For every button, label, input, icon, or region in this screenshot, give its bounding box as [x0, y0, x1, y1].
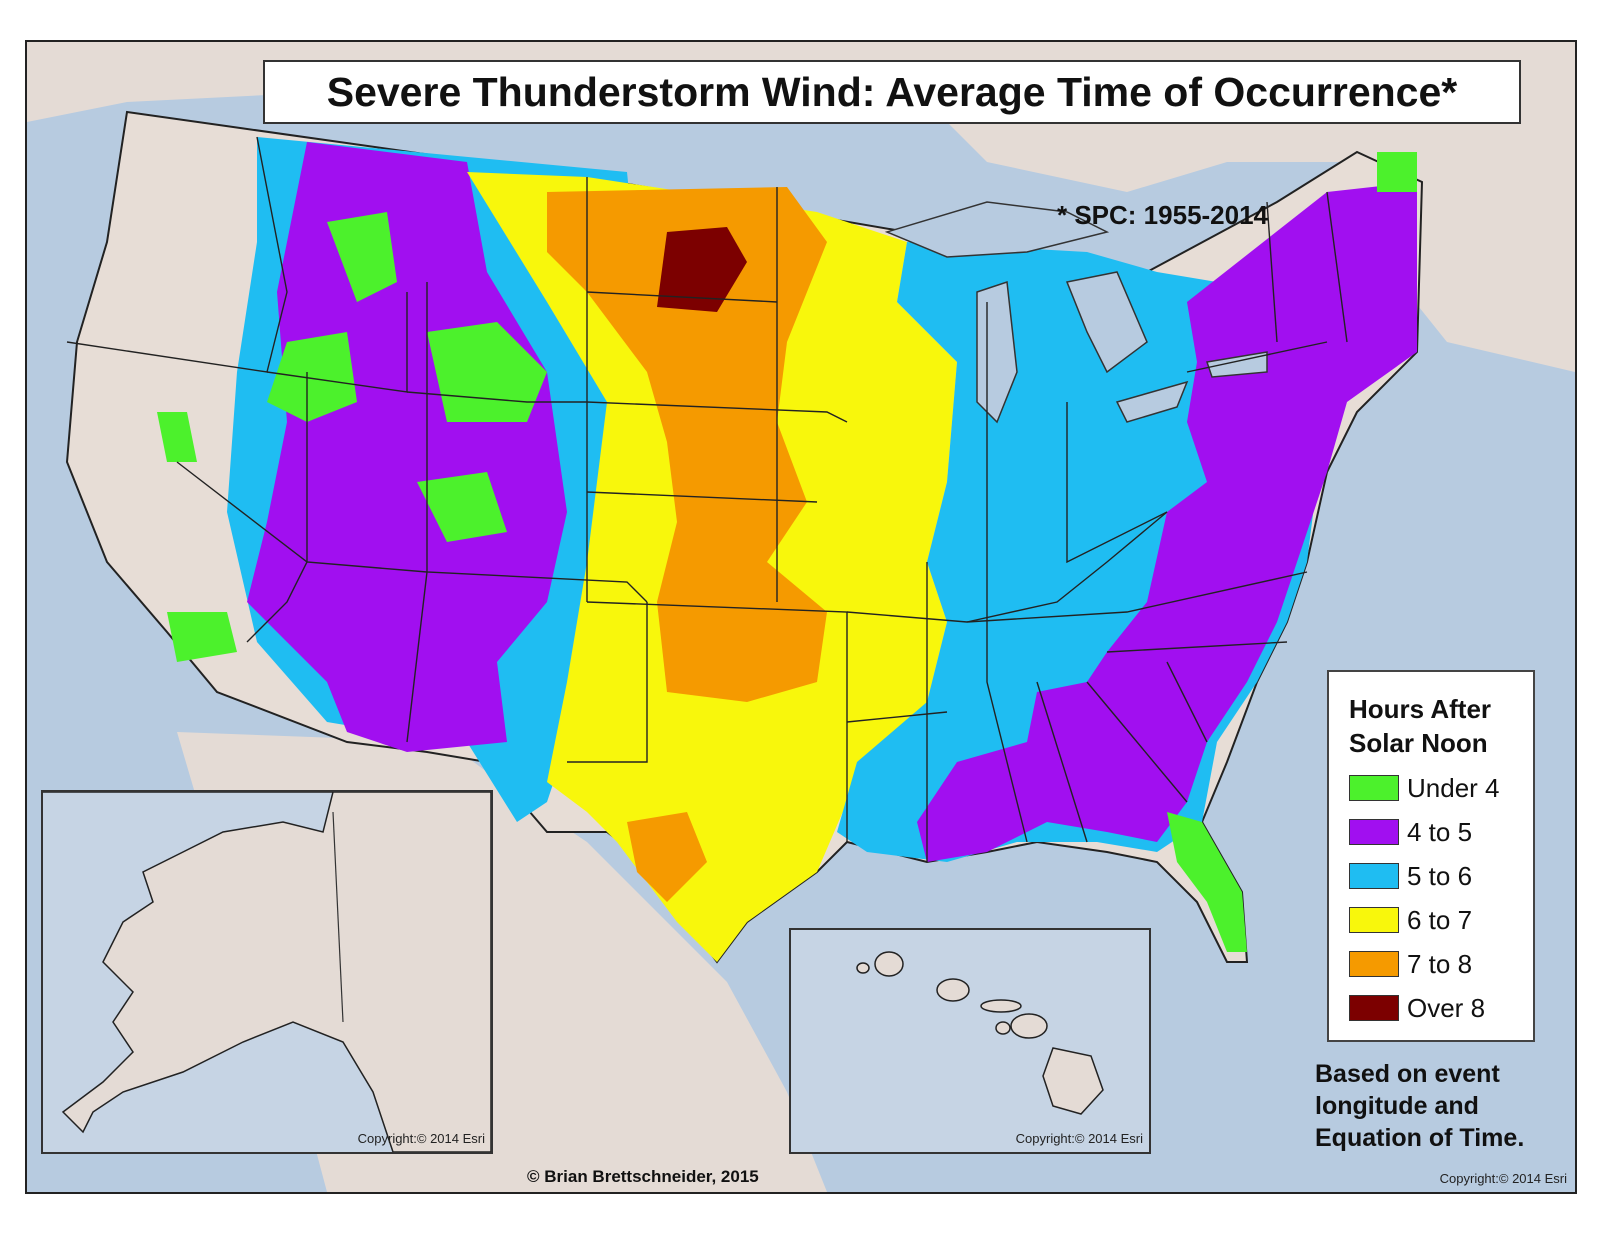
- legend-swatch: [1349, 819, 1399, 845]
- island-molokai: [980, 999, 1022, 1013]
- zone-4-to-5-east: [917, 182, 1417, 862]
- map-title: Severe Thunderstorm Wind: Average Time o…: [263, 60, 1521, 124]
- legend-swatch: [1349, 907, 1399, 933]
- legend-swatch: [1349, 863, 1399, 889]
- source-note: * SPC: 1955-2014: [1057, 200, 1269, 230]
- lake-superior: [884, 201, 1110, 258]
- lake-huron: [1065, 271, 1148, 374]
- legend-swatch: [1349, 995, 1399, 1021]
- basis-note: Based on event longitude and Equation of…: [1315, 1060, 1525, 1152]
- us-map: [27, 42, 1575, 1192]
- alaska-map: [43, 792, 491, 1152]
- state-borders: [66, 136, 1348, 862]
- legend-label: 5 to 6: [1407, 860, 1473, 891]
- alaska-land: [43, 792, 491, 1152]
- island-niihau: [856, 962, 870, 974]
- alaska-inset: Copyright:© 2014 Esri: [41, 790, 493, 1154]
- legend-item-over-8: Over 8: [1349, 986, 1533, 1030]
- zone-layer: [157, 137, 1417, 962]
- legend-item-4-to-5: 4 to 5: [1349, 810, 1533, 854]
- legend-item-5-to-6: 5 to 6: [1349, 854, 1533, 898]
- hawaii-inset: Copyright:© 2014 Esri: [789, 928, 1151, 1154]
- legend-title-line2: Solar Noon: [1349, 728, 1488, 758]
- zone-over-8: [657, 227, 747, 312]
- map-frame: Severe Thunderstorm Wind: Average Time o…: [25, 40, 1577, 1194]
- island-lanai: [995, 1021, 1011, 1035]
- zone-4-to-5-west: [247, 142, 567, 752]
- alaska-copyright: Copyright:© 2014 Esri: [357, 1131, 485, 1146]
- island-kauai: [874, 951, 904, 977]
- legend-title: Hours After Solar Noon: [1349, 692, 1533, 760]
- zone-under-4-west: [157, 212, 547, 662]
- legend: Hours After Solar Noon Under 4 4 to 5 5 …: [1327, 670, 1535, 1042]
- legend-label: 7 to 8: [1407, 948, 1473, 979]
- island-hawaii: [1042, 1047, 1104, 1115]
- canada-land: [27, 42, 1575, 372]
- hawaii-copyright: Copyright:© 2014 Esri: [1015, 1131, 1143, 1146]
- island-oahu: [936, 978, 970, 1002]
- zone-under-4-east: [1167, 152, 1417, 952]
- main-copyright: Copyright:© 2014 Esri: [1439, 1171, 1567, 1186]
- legend-label: 6 to 7: [1407, 904, 1473, 935]
- legend-label: Over 8: [1407, 992, 1486, 1023]
- legend-label: 4 to 5: [1407, 816, 1473, 847]
- legend-title-line1: Hours After: [1349, 694, 1492, 724]
- legend-item-7-to-8: 7 to 8: [1349, 942, 1533, 986]
- legend-item-6-to-7: 6 to 7: [1349, 898, 1533, 942]
- island-maui: [1010, 1013, 1048, 1039]
- legend-label: Under 4: [1407, 772, 1500, 803]
- lake-erie: [1115, 380, 1189, 423]
- author-credit: © Brian Brettschneider, 2015: [527, 1167, 759, 1186]
- hawaii-map: [791, 930, 1149, 1152]
- zone-7-to-8-central: [547, 187, 827, 902]
- alaska-canada-border: [332, 811, 344, 1023]
- legend-item-under-4: Under 4: [1349, 766, 1533, 810]
- great-lakes: [884, 201, 1268, 424]
- legend-swatch: [1349, 775, 1399, 801]
- legend-swatch: [1349, 951, 1399, 977]
